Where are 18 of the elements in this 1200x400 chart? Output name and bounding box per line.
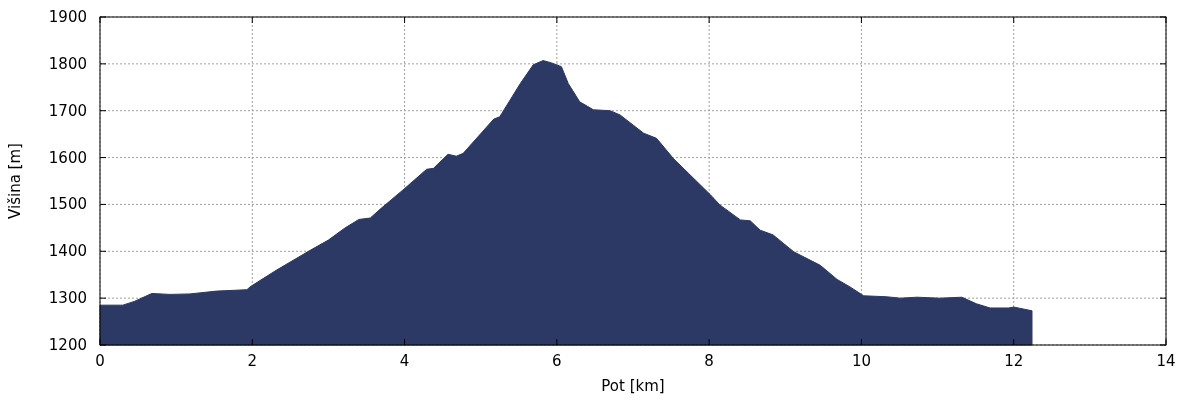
y-tick-label: 1600 xyxy=(48,148,87,167)
y-tick-label: 1800 xyxy=(48,54,87,73)
y-tick-label: 1900 xyxy=(48,8,87,26)
x-axis-title: Pot [km] xyxy=(601,377,665,395)
x-tick-label: 2 xyxy=(247,352,258,370)
y-tick-label: 1200 xyxy=(48,336,87,354)
x-tick-label: 12 xyxy=(1004,352,1024,370)
x-tick-label: 0 xyxy=(95,352,105,370)
y-axis-title: Višina [m] xyxy=(6,143,24,219)
y-tick-label: 1300 xyxy=(48,289,87,308)
y-tick-label: 1500 xyxy=(48,195,87,214)
x-tick-label: 14 xyxy=(1156,352,1176,370)
x-tick-label: 6 xyxy=(552,352,562,370)
y-tick-label: 1700 xyxy=(48,101,87,120)
x-tick-label: 4 xyxy=(399,352,410,370)
y-tick-label: 1400 xyxy=(48,242,87,261)
x-tick-label: 8 xyxy=(704,352,714,370)
x-tick-label: 10 xyxy=(851,352,871,370)
